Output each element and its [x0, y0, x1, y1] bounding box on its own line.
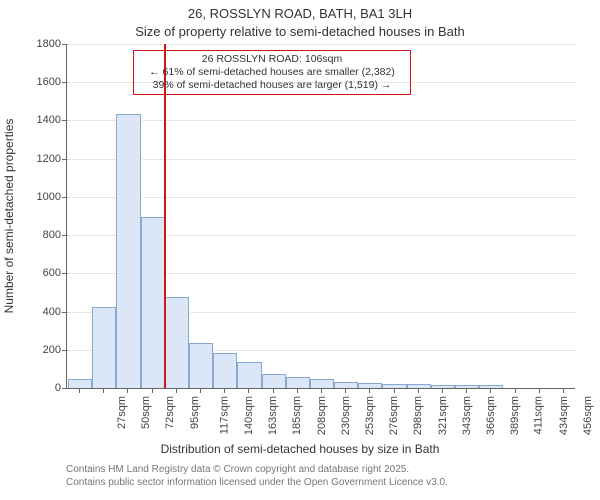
ytick-label: 600 — [43, 267, 67, 279]
footer-line: Contains public sector information licen… — [66, 477, 448, 490]
xtick-label: 343sqm — [461, 396, 473, 435]
bar — [189, 343, 213, 388]
chart-container: { "title_line1": "26, ROSSLYN ROAD, BATH… — [0, 0, 600, 500]
xtick-label: 27sqm — [116, 396, 128, 429]
xtick-label: 253sqm — [364, 396, 376, 435]
bar — [92, 307, 116, 388]
gridline-h — [67, 159, 575, 160]
bar — [286, 377, 310, 388]
xtick-mark — [200, 388, 201, 393]
chart-title-line2: Size of property relative to semi-detach… — [0, 22, 600, 40]
annotation-box: 26 ROSSLYN ROAD: 106sqm← 61% of semi-det… — [133, 50, 411, 95]
ytick-label: 1400 — [37, 114, 67, 126]
bar — [358, 383, 382, 388]
xtick-label: 276sqm — [388, 396, 400, 435]
reference-marker — [164, 44, 166, 388]
bar — [116, 114, 140, 388]
xtick-label: 72sqm — [165, 396, 177, 429]
xtick-label: 411sqm — [533, 396, 545, 434]
xtick-mark — [539, 388, 540, 393]
footer-line: Contains HM Land Registry data © Crown c… — [66, 464, 448, 477]
xtick-mark — [152, 388, 153, 393]
xtick-label: 456sqm — [582, 396, 594, 435]
xtick-mark — [79, 388, 80, 393]
plot-area: 02004006008001000120014001600180027sqm50… — [66, 44, 575, 389]
bar — [455, 385, 479, 388]
xtick-label: 185sqm — [292, 396, 304, 435]
xtick-mark — [273, 388, 274, 393]
annotation-line: ← 61% of semi-detached houses are smalle… — [138, 66, 406, 79]
xtick-mark — [176, 388, 177, 393]
xtick-label: 117sqm — [218, 396, 230, 434]
y-axis-title: Number of semi-detached properties — [2, 119, 16, 314]
chart-footer: Contains HM Land Registry data © Crown c… — [66, 464, 448, 489]
bar — [382, 384, 406, 388]
xtick-label: 95sqm — [189, 396, 201, 429]
bar — [310, 379, 334, 388]
bar — [213, 353, 237, 388]
bar — [141, 217, 165, 388]
xtick-mark — [224, 388, 225, 393]
xtick-mark — [321, 388, 322, 393]
xtick-label: 163sqm — [267, 396, 279, 435]
xtick-label: 140sqm — [243, 396, 255, 435]
xtick-mark — [515, 388, 516, 393]
bar — [479, 385, 503, 388]
xtick-mark — [490, 388, 491, 393]
xtick-label: 298sqm — [413, 396, 425, 435]
xtick-label: 389sqm — [509, 396, 521, 435]
xtick-mark — [127, 388, 128, 393]
bar — [431, 385, 455, 388]
bar — [68, 379, 92, 388]
xtick-mark — [563, 388, 564, 393]
bar — [407, 384, 431, 388]
xtick-mark — [418, 388, 419, 393]
xtick-label: 208sqm — [316, 396, 328, 435]
ytick-label: 1800 — [37, 38, 67, 50]
xtick-label: 366sqm — [485, 396, 497, 435]
xtick-label: 434sqm — [558, 396, 570, 435]
ytick-label: 800 — [43, 229, 67, 241]
bar — [334, 382, 358, 388]
bar — [237, 362, 261, 388]
xtick-mark — [345, 388, 346, 393]
xtick-mark — [103, 388, 104, 393]
xtick-mark — [442, 388, 443, 393]
annotation-line: 26 ROSSLYN ROAD: 106sqm — [138, 53, 406, 66]
ytick-label: 1600 — [37, 76, 67, 88]
ytick-label: 400 — [43, 306, 67, 318]
xtick-label: 50sqm — [140, 396, 152, 429]
bar — [165, 297, 189, 388]
xtick-mark — [466, 388, 467, 393]
x-axis-title: Distribution of semi-detached houses by … — [0, 442, 600, 456]
ytick-label: 1200 — [37, 153, 67, 165]
xtick-mark — [394, 388, 395, 393]
ytick-label: 1000 — [37, 191, 67, 203]
annotation-line: 39% of semi-detached houses are larger (… — [138, 79, 406, 92]
xtick-mark — [248, 388, 249, 393]
gridline-h — [67, 120, 575, 121]
xtick-mark — [369, 388, 370, 393]
gridline-h — [67, 197, 575, 198]
bar — [262, 374, 286, 388]
xtick-label: 230sqm — [340, 396, 352, 435]
gridline-h — [67, 44, 575, 45]
ytick-label: 200 — [43, 344, 67, 356]
ytick-label: 0 — [55, 382, 67, 394]
xtick-label: 321sqm — [437, 396, 449, 435]
xtick-mark — [297, 388, 298, 393]
chart-title-line1: 26, ROSSLYN ROAD, BATH, BA1 3LH — [0, 0, 600, 22]
